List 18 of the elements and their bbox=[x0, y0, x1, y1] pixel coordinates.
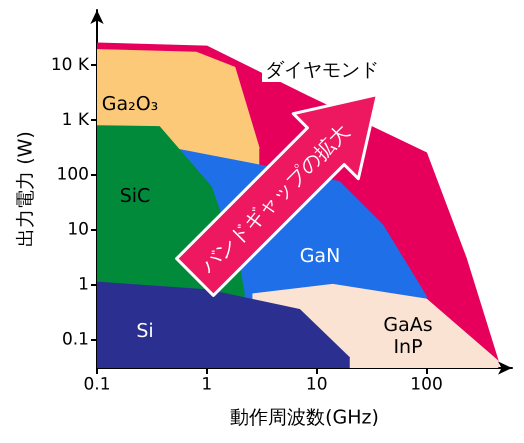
y-axis-title: 出力電力 (W) bbox=[14, 131, 36, 247]
y-tick-label: 1 K bbox=[62, 110, 90, 130]
x-tick-label: 1 bbox=[201, 374, 212, 394]
series-label: GaN bbox=[300, 245, 340, 267]
y-tick-label: 100 bbox=[56, 164, 89, 185]
y-tick-label: 10 bbox=[67, 220, 89, 240]
series-label: Ga₂O₃ bbox=[102, 93, 158, 115]
x-tick-label: 0.1 bbox=[83, 374, 111, 394]
x-tick-label: 100 bbox=[410, 374, 443, 394]
y-tick-label: 1 bbox=[78, 274, 89, 294]
series-label: GaAs InP bbox=[383, 314, 433, 358]
series-label: ダイヤモンド bbox=[265, 59, 379, 81]
y-tick-label: 0.1 bbox=[62, 329, 89, 350]
x-axis-title: 動作周波数(GHz) bbox=[230, 406, 379, 428]
series-label: SiC bbox=[120, 185, 150, 207]
x-tick-label: 10 bbox=[306, 374, 328, 394]
series-label: Si bbox=[136, 320, 154, 342]
y-tick-label: 10 K bbox=[50, 54, 90, 75]
